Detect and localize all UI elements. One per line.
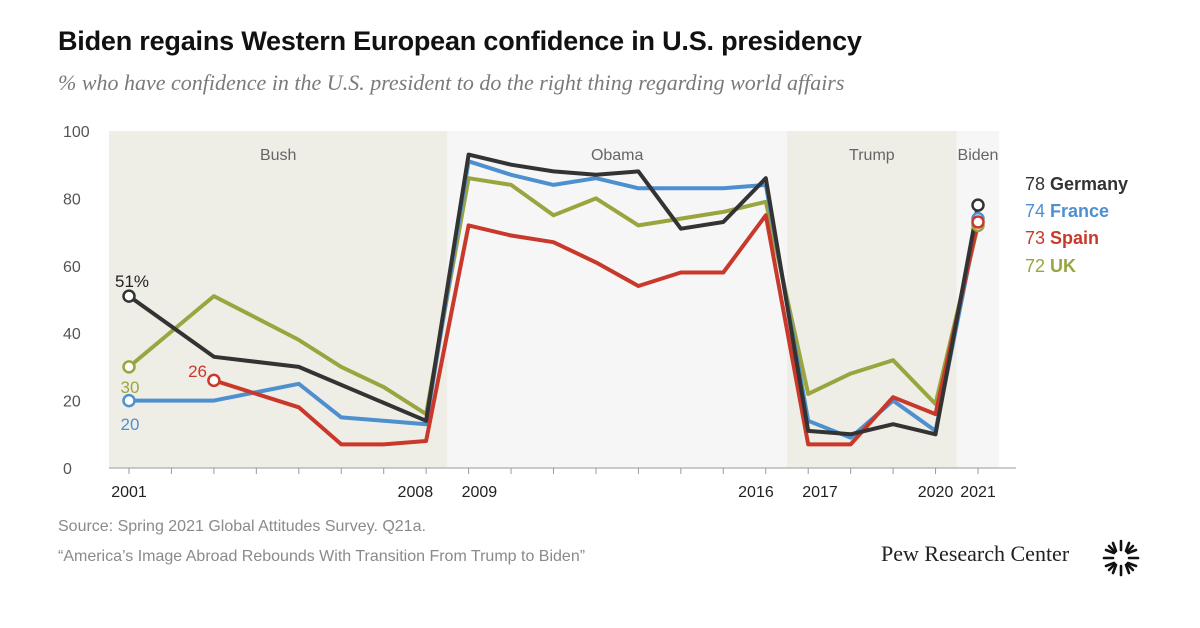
brand-name: Pew Research Center	[881, 541, 1070, 566]
end-label-value-france: 74	[1025, 201, 1050, 221]
end-label-country-germany: Germany	[1050, 174, 1128, 194]
end-label-country-uk: UK	[1050, 256, 1076, 276]
x-tick-label-2020: 2020	[918, 484, 954, 501]
x-tick-label-2016: 2016	[738, 484, 774, 501]
y-tick-label-60: 60	[63, 259, 81, 276]
x-tick-label-2008: 2008	[398, 484, 434, 501]
start-marker-uk	[122, 360, 136, 374]
series-line-spain	[211, 213, 980, 447]
era-label-bush: Bush	[260, 147, 296, 164]
start-marker-spain	[207, 373, 221, 388]
source-note: Source: Spring 2021 Global Attitudes Sur…	[58, 518, 426, 535]
y-tick-label-100: 100	[63, 124, 90, 141]
pew-logo-icon	[1102, 539, 1140, 577]
end-label-uk: 72 UK	[1025, 256, 1076, 276]
start-label-uk: 30	[121, 378, 140, 397]
end-label-france: 74 France	[1025, 201, 1109, 221]
end-label-germany: 78 Germany	[1025, 174, 1128, 194]
x-tick-label-2017: 2017	[802, 484, 838, 501]
y-tick-label-40: 40	[63, 326, 81, 343]
y-tick-label-80: 80	[63, 191, 81, 208]
end-label-value-germany: 78	[1025, 174, 1050, 194]
end-marker-germany	[971, 198, 985, 212]
x-tick-label-2021: 2021	[960, 484, 996, 501]
series-line-uk	[127, 176, 980, 417]
x-tick-label-2001: 2001	[111, 484, 147, 501]
end-marker-spain	[971, 215, 985, 229]
end-label-country-france: France	[1050, 201, 1109, 221]
chart-subtitle: % who have confidence in the U.S. presid…	[58, 70, 845, 95]
chart-title: Biden regains Western European confidenc…	[58, 26, 862, 56]
era-label-trump: Trump	[849, 147, 895, 164]
start-label-spain: 26	[188, 362, 207, 381]
start-marker-germany	[122, 289, 136, 303]
series-line-germany	[127, 152, 980, 437]
era-label-obama: Obama	[591, 147, 644, 164]
end-label-spain: 73 Spain	[1025, 228, 1099, 248]
era-label-biden: Biden	[958, 147, 999, 164]
report-title-note: “America’s Image Abroad Rebounds With Tr…	[58, 548, 586, 565]
era-band-bush	[109, 131, 448, 468]
end-label-value-spain: 73	[1025, 228, 1050, 248]
y-tick-label-0: 0	[63, 461, 72, 478]
end-label-value-uk: 72	[1025, 256, 1050, 276]
x-tick-label-2009: 2009	[462, 484, 498, 501]
end-label-country-spain: Spain	[1050, 228, 1099, 248]
era-band-biden	[956, 131, 1000, 468]
y-tick-label-20: 20	[63, 394, 81, 411]
start-label-germany: 51%	[115, 272, 149, 291]
series-line-france	[127, 159, 980, 440]
start-marker-france	[122, 393, 136, 408]
start-label-france: 20	[121, 415, 140, 434]
